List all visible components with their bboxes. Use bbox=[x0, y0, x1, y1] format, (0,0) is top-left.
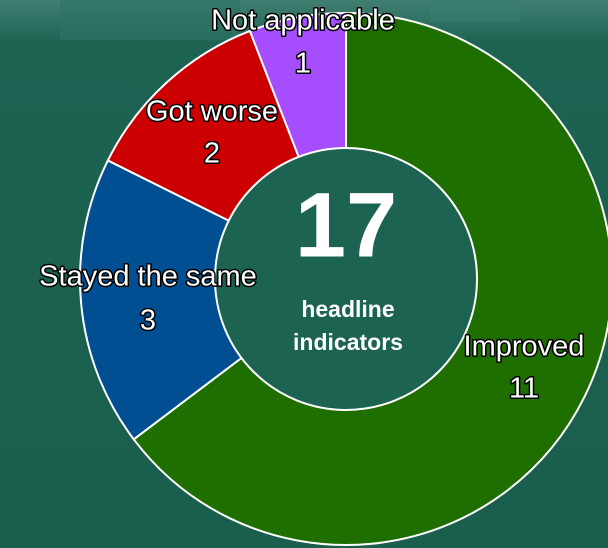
slice-label: Improved bbox=[464, 331, 585, 363]
slice-value: 3 bbox=[140, 305, 156, 337]
center-label: headline indicators bbox=[293, 296, 403, 355]
slice-label: Not applicable bbox=[211, 5, 395, 37]
slice-value: 2 bbox=[204, 138, 220, 170]
donut-slice bbox=[79, 159, 348, 441]
slice-value: 1 bbox=[295, 48, 311, 80]
background-photo bbox=[60, 0, 240, 40]
center-value: 17 bbox=[295, 174, 397, 276]
slice-label: Got worse bbox=[146, 96, 278, 128]
slice-label: Stayed the same bbox=[39, 261, 257, 293]
background-photo bbox=[430, 0, 520, 22]
slice-value: 11 bbox=[509, 373, 539, 405]
donut-hole bbox=[214, 147, 478, 411]
